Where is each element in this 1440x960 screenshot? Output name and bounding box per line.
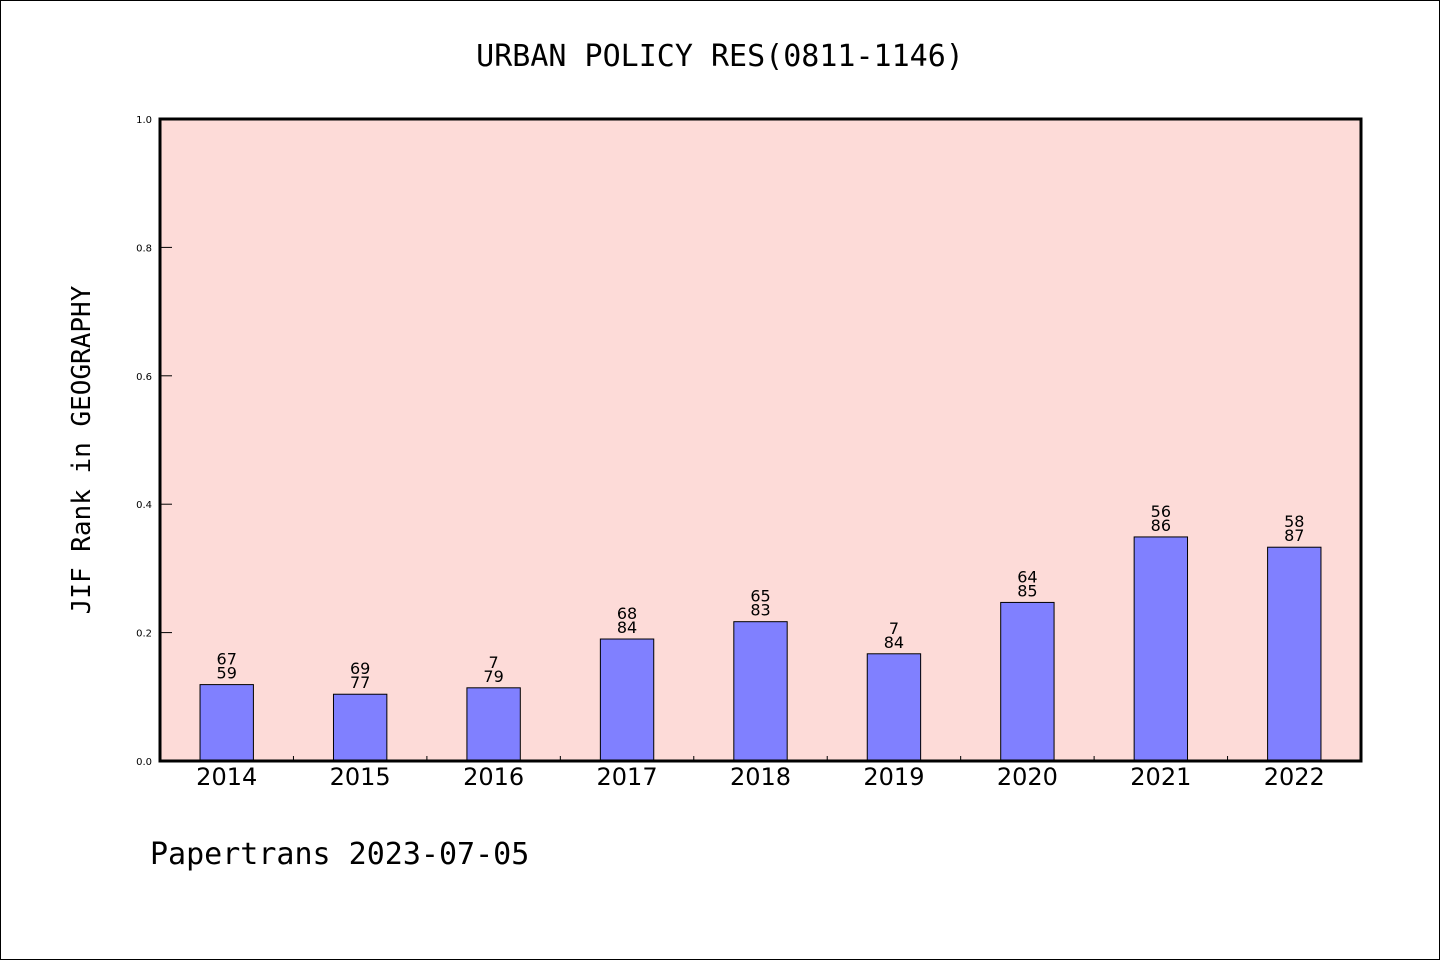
bar-label-2016-2: 79 <box>483 667 503 686</box>
bar-2017 <box>599 638 655 762</box>
bar-2016 <box>466 687 521 762</box>
x-tick-label-2022: 2022 <box>1264 763 1325 791</box>
bar-2018 <box>733 621 788 762</box>
bar-label-2014-2: 59 <box>217 664 237 683</box>
bar-label-2018-2: 83 <box>750 601 770 620</box>
bar-2019 <box>866 653 922 762</box>
bar-label-2016-1: 7 <box>489 653 499 672</box>
bar-2015 <box>332 693 388 762</box>
bar-2021 <box>1133 536 1189 762</box>
x-tick-label-2020: 2020 <box>997 763 1058 791</box>
chart-title: URBAN POLICY RES(0811-1146) <box>476 39 964 74</box>
x-tick-label-2021: 2021 <box>1130 763 1191 791</box>
x-axis-ticks: 2014 2015 2016 2017 2018 2019 2020 2021 2022 <box>196 756 1325 791</box>
y-tick-label-0.4: 0.4 <box>136 500 152 511</box>
bar-label-2018-1: 65 <box>750 587 770 606</box>
bar-label-2014-1: 67 <box>217 650 237 669</box>
bar-label-2020-1: 64 <box>1017 567 1037 586</box>
y-tick-label-0.2: 0.2 <box>136 629 152 640</box>
y-axis-label: JIF Rank in GEOGRAPHY <box>67 285 97 614</box>
bar-label-2020-2: 85 <box>1017 581 1037 600</box>
bar-label-2019-2: 84 <box>884 633 904 652</box>
bar-label-2017-1: 68 <box>617 604 637 623</box>
x-tick-label-2014: 2014 <box>196 763 257 791</box>
bar-2022 <box>1267 546 1322 762</box>
bar-label-2015-2: 77 <box>350 673 370 692</box>
bar-label-2021-1: 56 <box>1151 502 1171 521</box>
bar-label-2022-2: 87 <box>1284 526 1304 545</box>
footer-credit: Papertrans 2023-07-05 <box>150 837 529 872</box>
x-tick-label-2016: 2016 <box>463 763 524 791</box>
y-tick-label-1.0: 1.0 <box>136 115 152 126</box>
y-tick-label-0.8: 0.8 <box>136 243 152 254</box>
plot-area <box>158 117 1363 763</box>
x-tick-label-2018: 2018 <box>730 763 791 791</box>
bars-group <box>199 536 1322 762</box>
bar-label-2015-1: 69 <box>350 659 370 678</box>
bar-label-2017-2: 84 <box>617 618 637 637</box>
y-tick-label-0.6: 0.6 <box>136 372 152 383</box>
bar-label-2021-2: 86 <box>1151 516 1171 535</box>
x-tick-label-2015: 2015 <box>330 763 391 791</box>
x-tick-label-2019: 2019 <box>863 763 924 791</box>
bar-label-2019-1: 7 <box>889 619 899 638</box>
bar-label-2022-1: 58 <box>1284 512 1304 531</box>
y-tick-label-0.0: 0.0 <box>136 757 152 768</box>
x-tick-label-2017: 2017 <box>597 763 658 791</box>
bar-2020 <box>1000 601 1055 762</box>
bar-2014 <box>199 684 254 762</box>
